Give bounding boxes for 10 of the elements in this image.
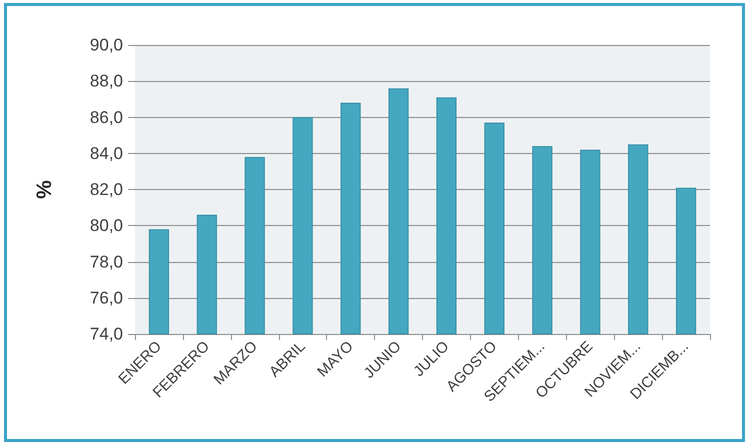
y-tick-label: 78,0 bbox=[90, 252, 123, 272]
y-tick-label: 84,0 bbox=[90, 144, 123, 163]
y-axis-title: % bbox=[33, 180, 56, 199]
y-tick-label: 80,0 bbox=[90, 216, 123, 236]
y-tick-label: 76,0 bbox=[90, 288, 123, 308]
y-tick-label: 90,0 bbox=[90, 36, 123, 54]
y-tick-label: 74,0 bbox=[90, 324, 123, 344]
y-tick-label: 82,0 bbox=[90, 180, 123, 199]
y-tick-label: 88,0 bbox=[90, 72, 123, 91]
y-tick-label: 86,0 bbox=[90, 108, 123, 127]
